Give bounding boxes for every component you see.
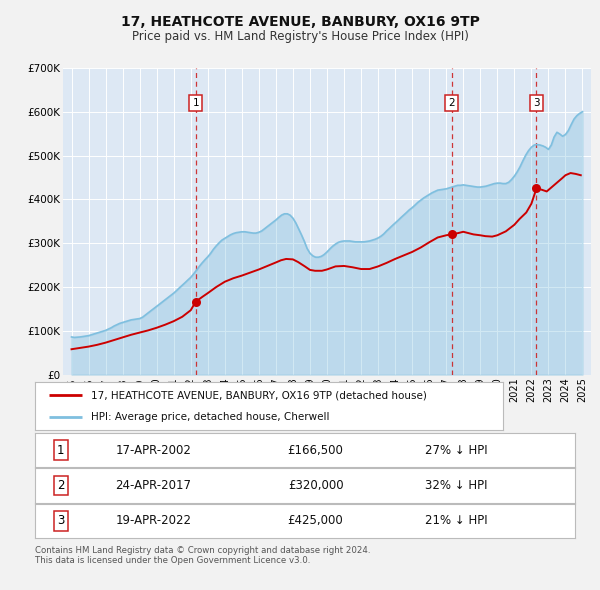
Text: 32% ↓ HPI: 32% ↓ HPI (425, 479, 487, 492)
Text: Contains HM Land Registry data © Crown copyright and database right 2024.
This d: Contains HM Land Registry data © Crown c… (35, 546, 370, 565)
Text: HPI: Average price, detached house, Cherwell: HPI: Average price, detached house, Cher… (91, 412, 329, 422)
Text: 3: 3 (533, 98, 540, 108)
Text: 24-APR-2017: 24-APR-2017 (116, 479, 191, 492)
Text: 1: 1 (193, 98, 199, 108)
Text: 19-APR-2022: 19-APR-2022 (116, 514, 191, 527)
Text: 27% ↓ HPI: 27% ↓ HPI (425, 444, 487, 457)
Text: 17-APR-2002: 17-APR-2002 (116, 444, 191, 457)
Text: £425,000: £425,000 (288, 514, 343, 527)
Text: 2: 2 (448, 98, 455, 108)
Text: 17, HEATHCOTE AVENUE, BANBURY, OX16 9TP (detached house): 17, HEATHCOTE AVENUE, BANBURY, OX16 9TP … (91, 390, 427, 400)
Text: £166,500: £166,500 (287, 444, 344, 457)
Text: Price paid vs. HM Land Registry's House Price Index (HPI): Price paid vs. HM Land Registry's House … (131, 30, 469, 43)
Text: £320,000: £320,000 (288, 479, 343, 492)
Text: 21% ↓ HPI: 21% ↓ HPI (425, 514, 487, 527)
Text: 2: 2 (57, 479, 64, 492)
Text: 3: 3 (57, 514, 64, 527)
Text: 1: 1 (57, 444, 64, 457)
Text: 17, HEATHCOTE AVENUE, BANBURY, OX16 9TP: 17, HEATHCOTE AVENUE, BANBURY, OX16 9TP (121, 15, 479, 30)
